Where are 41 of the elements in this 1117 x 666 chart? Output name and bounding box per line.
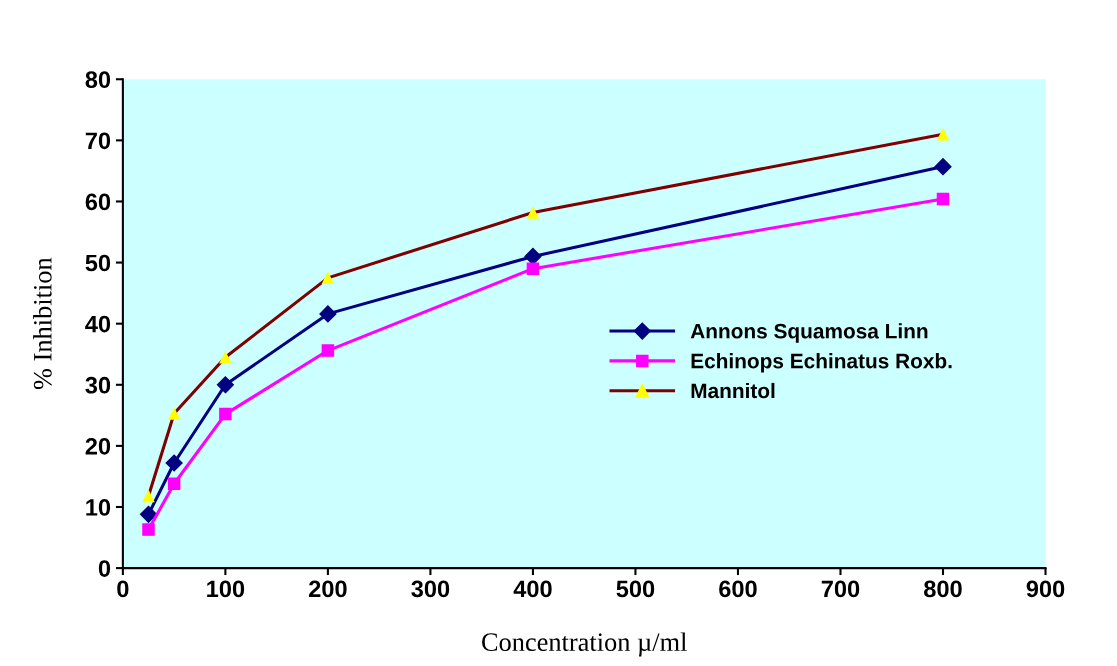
point [934, 158, 952, 176]
point [165, 454, 183, 472]
y-tick-label: 10 [86, 499, 111, 516]
point [142, 489, 155, 503]
point [936, 128, 950, 141]
point [526, 206, 540, 219]
point [321, 344, 335, 357]
x-axis-title: Concentration µ/ml [482, 632, 687, 657]
point [526, 262, 540, 275]
point [321, 271, 335, 285]
point [219, 351, 232, 364]
y-tick-label: 0 [98, 560, 111, 577]
y-tick-label: 40 [85, 315, 111, 333]
y-tick-label: 70 [85, 132, 111, 150]
x-tick-label: 300 [411, 580, 450, 598]
x-tick-label: 700 [821, 580, 860, 598]
x-tick-label: 0 [117, 580, 129, 598]
point [319, 305, 337, 323]
point [219, 407, 232, 421]
point [167, 477, 181, 491]
x-tick-label: 500 [616, 580, 655, 598]
x-tick-label: 400 [513, 580, 552, 598]
point [936, 192, 950, 206]
x-tick-label: 900 [1026, 580, 1065, 598]
x-tick-label: 200 [309, 580, 347, 598]
point [167, 407, 181, 420]
legend-label: Annons Squamosa Linn [690, 323, 928, 343]
x-tick-label: 800 [924, 580, 962, 598]
y-tick-label: 80 [85, 71, 111, 89]
x-tick-label: 100 [207, 580, 245, 598]
y-tick-label: 50 [85, 254, 111, 272]
y-tick-label: 60 [85, 193, 111, 211]
point [216, 376, 234, 394]
legend-label: Mannitol [691, 382, 775, 399]
x-tick-label: 600 [719, 580, 757, 598]
y-tick-label: 20 [85, 437, 111, 455]
point [139, 505, 158, 523]
legend-label: Echinops Echinatus Roxb. [691, 353, 952, 373]
y-tick-label: 30 [85, 376, 111, 394]
point [142, 523, 155, 536]
y-axis-title: % Inhibition [33, 257, 52, 390]
